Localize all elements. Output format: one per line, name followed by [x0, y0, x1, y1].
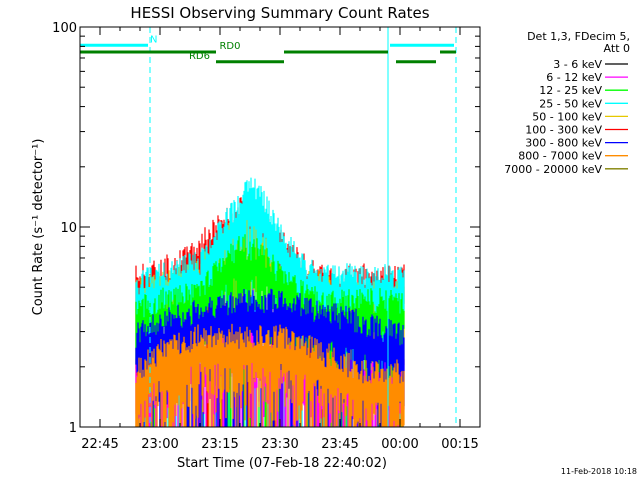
x-tick-label: 23:15 — [201, 437, 238, 452]
chart-title: HESSI Observing Summary Count Rates — [130, 4, 429, 22]
flag-label-rd6: RD6 — [189, 51, 210, 62]
x-tick-label: 22:45 — [81, 437, 118, 452]
x-axis: 22:45 23:00 23:15 23:30 23:45 00:00 00:15 — [79, 27, 481, 452]
plot-area: N RD0 RD6 — [79, 27, 457, 427]
flag-label-rd0: RD0 — [219, 41, 240, 52]
y-axis-label: Count Rate (s⁻¹ detector⁻¹) — [31, 139, 46, 316]
flag-bars: N RD0 RD6 — [80, 34, 456, 64]
legend-label: 7000 - 20000 keV — [504, 163, 602, 176]
x-axis-label: Start Time (07-Feb-18 22:40:02) — [177, 456, 387, 471]
legend-label: 6 - 12 keV — [546, 71, 602, 84]
y-tick-label: 10 — [60, 221, 77, 236]
y-tick-label: 1 — [69, 421, 77, 436]
legend-label: 12 - 25 keV — [539, 84, 602, 97]
x-tick-label: 00:00 — [381, 437, 418, 452]
x-tick-label: 23:30 — [261, 437, 298, 452]
footer-timestamp: 11-Feb-2018 10:18 — [561, 467, 637, 476]
x-tick-label: 23:00 — [141, 437, 178, 452]
series-8-trace — [135, 323, 405, 427]
legend-label: 25 - 50 keV — [539, 97, 602, 110]
data-layer — [135, 177, 405, 427]
legend-label: 800 - 7000 keV — [518, 150, 602, 163]
legend-header-line1: Det 1,3, FDecim 5, — [527, 30, 630, 43]
legend-label: 300 - 800 keV — [525, 137, 602, 150]
x-tick-label: 00:15 — [441, 437, 478, 452]
x-tick-label: 23:45 — [321, 437, 358, 452]
legend-label: 50 - 100 keV — [532, 110, 602, 123]
series-trace-path — [135, 323, 405, 427]
y-tick-label: 100 — [52, 21, 77, 36]
legend-header-line2: Att 0 — [604, 42, 630, 55]
flag-label-n: N — [150, 34, 157, 45]
y-axis: 1 10 100 — [52, 21, 480, 436]
legend-label: 3 - 6 keV — [553, 58, 602, 71]
legend-label: 100 - 300 keV — [525, 124, 602, 137]
